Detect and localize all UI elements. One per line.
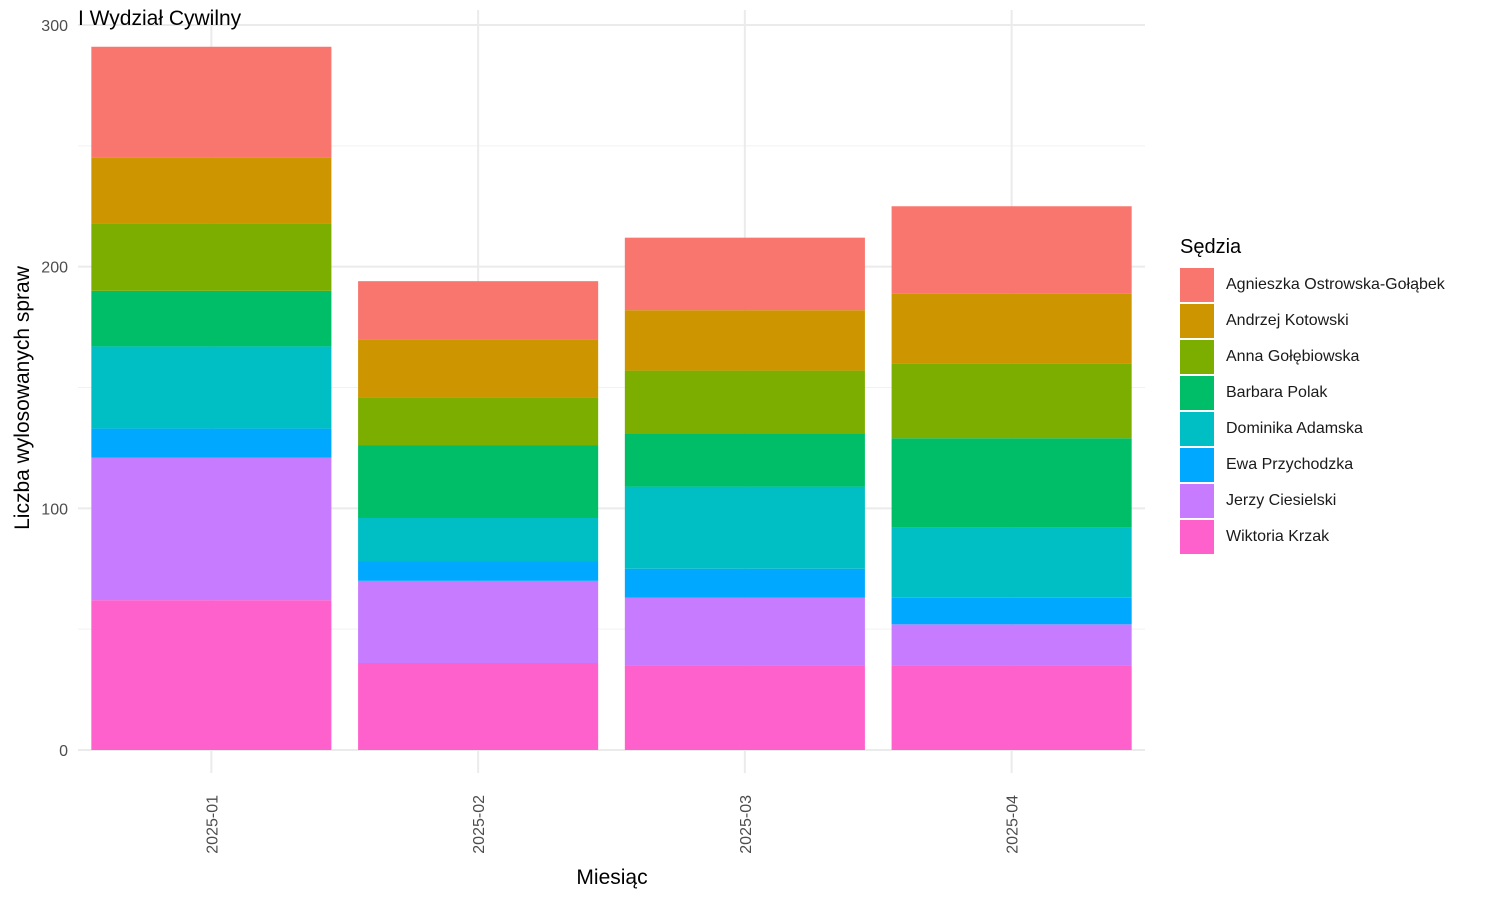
bar-segment [891, 624, 1132, 666]
legend-swatch [1180, 520, 1214, 554]
legend-swatch [1180, 340, 1214, 374]
bar-segment [624, 486, 865, 569]
bar-segment [358, 518, 599, 562]
x-tick-labels: 2025-01 2025-02 2025-03 2025-04 [204, 795, 1021, 854]
legend-item: Dominika Adamska [1180, 411, 1445, 447]
bar-segment [624, 370, 865, 434]
bar-segment [358, 561, 599, 581]
legend-swatch [1180, 484, 1214, 518]
x-tick-label: 2025-01 [204, 795, 221, 854]
bar-segment [891, 597, 1132, 625]
y-axis-label: Liczba wylosowanych spraw [11, 266, 34, 530]
bar-segment [358, 397, 599, 446]
legend-label: Wiktoria Krzak [1226, 528, 1330, 545]
bar-segment [624, 597, 865, 666]
bar-segment [358, 663, 599, 750]
legend-item: Wiktoria Krzak [1180, 519, 1445, 555]
bar-segment [624, 237, 865, 311]
y-tick-label: 300 [41, 18, 68, 35]
y-tick-label: 0 [59, 743, 68, 760]
chart-title: I Wydział Cywilny [78, 7, 242, 30]
legend-swatch [1180, 376, 1214, 410]
bar-segment [91, 223, 332, 291]
bar-segment [624, 310, 865, 371]
legend-item: Anna Gołębiowska [1180, 339, 1445, 375]
bar-segment [358, 445, 599, 518]
bar-segment [91, 290, 332, 347]
bar-segment [891, 206, 1132, 294]
legend-label: Agnieszka Ostrowska-Gołąbek [1226, 276, 1445, 293]
bar-segment [891, 363, 1132, 439]
legend-label: Barbara Polak [1226, 384, 1328, 401]
y-tick-label: 100 [41, 501, 68, 518]
x-tick-label: 2025-03 [738, 795, 755, 854]
y-tick-labels: 0 100 200 300 [41, 18, 68, 760]
bar-segment [358, 580, 599, 663]
legend-item: Barbara Polak [1180, 375, 1445, 411]
bar-segment [358, 281, 599, 340]
legend-label: Ewa Przychodzka [1226, 456, 1354, 473]
legend-label: Jerzy Ciesielski [1226, 492, 1337, 509]
bar-segment [358, 339, 599, 398]
legend-item: Jerzy Ciesielski [1180, 483, 1445, 519]
legend-label: Dominika Adamska [1226, 420, 1363, 437]
bar-segment [624, 433, 865, 487]
legend-items: Agnieszka Ostrowska-Gołąbek Andrzej Kotow… [1180, 267, 1445, 555]
y-tick-label: 200 [41, 260, 68, 277]
legend-title: Sędzia [1180, 236, 1242, 258]
bar-segment [624, 665, 865, 750]
legend-swatch [1180, 304, 1214, 338]
legend-item: Andrzej Kotowski [1180, 303, 1445, 339]
bar-segment [91, 46, 332, 158]
legend-swatch [1180, 412, 1214, 446]
bar-segment [91, 457, 332, 601]
bars [91, 46, 1132, 750]
bar-segment [891, 293, 1132, 364]
bar-segment [891, 438, 1132, 528]
legend: Sędzia Agnieszka Ostrowska-Gołąbek Andrze… [1180, 236, 1445, 555]
bar-segment [91, 600, 332, 750]
bar-segment [91, 157, 332, 224]
bar-segment [624, 568, 865, 598]
legend-item: Ewa Przychodzka [1180, 447, 1445, 483]
legend-item: Agnieszka Ostrowska-Gołąbek [1180, 267, 1445, 303]
bar-segment [91, 428, 332, 458]
x-tick-label: 2025-02 [471, 795, 488, 854]
x-tick-label: 2025-04 [1005, 795, 1022, 854]
x-axis-label: Miesiąc [576, 866, 648, 889]
legend-label: Andrzej Kotowski [1226, 312, 1349, 329]
legend-swatch [1180, 268, 1214, 302]
legend-swatch [1180, 448, 1214, 482]
legend-label: Anna Gołębiowska [1226, 348, 1360, 365]
bar-segment [91, 346, 332, 429]
bar-segment [891, 527, 1132, 598]
bar-segment [891, 665, 1132, 750]
